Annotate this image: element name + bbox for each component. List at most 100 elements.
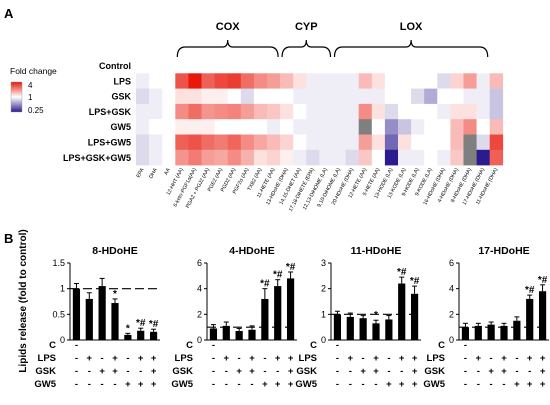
treatment-sign: - — [75, 353, 78, 364]
heatmap-cell — [227, 73, 242, 89]
treatment-sign: - — [502, 379, 505, 390]
y-tick-label: 4 — [449, 284, 454, 294]
heatmap-cell — [188, 88, 202, 105]
treatment-row-label: GW5 — [34, 379, 56, 390]
heatmap-cell — [162, 149, 176, 166]
bar — [85, 298, 93, 340]
treatment-sign: + — [138, 379, 144, 390]
bar — [500, 325, 508, 340]
heatmap-cell — [280, 103, 294, 120]
bar — [286, 278, 295, 340]
treatment-sign: - — [387, 366, 390, 377]
bar — [346, 316, 354, 340]
heatmap-cell — [201, 134, 215, 151]
treatment-sign: + — [151, 366, 157, 377]
heatmap-cell — [450, 119, 464, 135]
y-tick-label: 1.5 — [52, 258, 65, 268]
bar — [248, 329, 256, 340]
group-bracket — [176, 39, 279, 58]
treatment-sign: - — [263, 353, 266, 364]
y-tick-label: 3 — [321, 258, 326, 268]
heatmap-cell — [332, 73, 346, 89]
treatment-sign: + — [527, 379, 533, 390]
heatmap-cell — [188, 58, 202, 74]
treatment-row-label: LPS — [427, 353, 445, 364]
treatment-sign: - — [101, 379, 104, 390]
heatmap-cell — [489, 88, 504, 105]
heatmap-cell — [240, 134, 255, 151]
heatmap-cell — [175, 103, 189, 120]
y-tick-label: 1 — [321, 309, 326, 319]
heatmap-cell — [476, 58, 490, 74]
treatment-sign: + — [112, 366, 118, 377]
heatmap-cell — [384, 134, 399, 151]
heatmap-cell — [332, 103, 346, 120]
bar — [538, 291, 547, 340]
treatment-sign: + — [373, 366, 379, 377]
heatmap-cell — [240, 58, 255, 74]
treatment-sign: - — [349, 379, 352, 390]
y-tick-label: 2 — [321, 284, 326, 294]
heatmap-cell — [306, 88, 320, 105]
heatmap-cell — [345, 88, 359, 105]
heatmap-cell — [463, 134, 477, 151]
heatmap-cell — [214, 103, 228, 120]
heatmap-cell — [489, 103, 504, 120]
bar — [461, 327, 470, 340]
treatment-sign: - — [75, 366, 78, 377]
heatmap-cell — [398, 73, 412, 89]
heatmap-cell — [201, 149, 215, 166]
treatment-row-label: C — [310, 340, 317, 351]
treatment-sign: + — [412, 366, 418, 377]
y-tick-label: 6 — [197, 258, 202, 268]
treatment-row-label: LPS — [299, 353, 317, 364]
significance-marker: *# — [149, 319, 159, 330]
heatmap-cell — [293, 149, 307, 166]
bar — [526, 298, 534, 340]
heatmap-cell — [463, 88, 477, 105]
treatment-sign: + — [275, 353, 281, 364]
bar — [372, 323, 380, 340]
heatmap-cell — [450, 103, 464, 120]
treatment-sign: + — [540, 379, 546, 390]
heatmap-cell — [201, 103, 215, 120]
treatment-sign: + — [249, 353, 255, 364]
heatmap-cell — [345, 103, 359, 120]
treatment-sign: - — [464, 353, 467, 364]
treatment-sign: + — [288, 366, 294, 377]
legend-title: Fold change — [10, 66, 57, 76]
treatment-row-label: GSK — [296, 366, 317, 377]
legend-colorbar — [10, 81, 23, 113]
treatment-sign: - — [336, 353, 339, 364]
heatmap-cell — [384, 88, 399, 105]
treatment-sign: - — [276, 366, 279, 377]
treatment-sign: - — [212, 353, 215, 364]
panel-label-a: A — [4, 6, 14, 21]
bar — [98, 286, 106, 340]
treatment-sign: + — [412, 379, 418, 390]
treatment-row-label: C — [438, 340, 445, 351]
heatmap-cell — [293, 134, 307, 151]
treatment-sign: + — [262, 379, 268, 390]
significance-marker: *# — [525, 285, 535, 296]
bar — [261, 298, 269, 340]
treatment-sign: - — [336, 379, 339, 390]
heatmap-cell — [240, 73, 255, 89]
significance-marker: *# — [410, 276, 420, 287]
bar — [137, 330, 145, 340]
heatmap-cell — [149, 88, 163, 105]
heatmap-cell — [201, 119, 215, 135]
heatmap-cell — [306, 73, 320, 89]
treatment-row-label: GSK — [172, 366, 193, 377]
treatment-sign: - — [212, 379, 215, 390]
heatmap-cell — [280, 73, 294, 89]
heatmap-column-label: DHA — [148, 167, 159, 180]
treatment-sign: - — [477, 379, 480, 390]
bar — [222, 325, 230, 340]
heatmap-cell — [424, 88, 438, 105]
treatment-sign: + — [412, 353, 418, 364]
treatment-sign: - — [113, 379, 116, 390]
heatmap-cell — [476, 134, 490, 151]
treatment-sign: - — [88, 379, 91, 390]
